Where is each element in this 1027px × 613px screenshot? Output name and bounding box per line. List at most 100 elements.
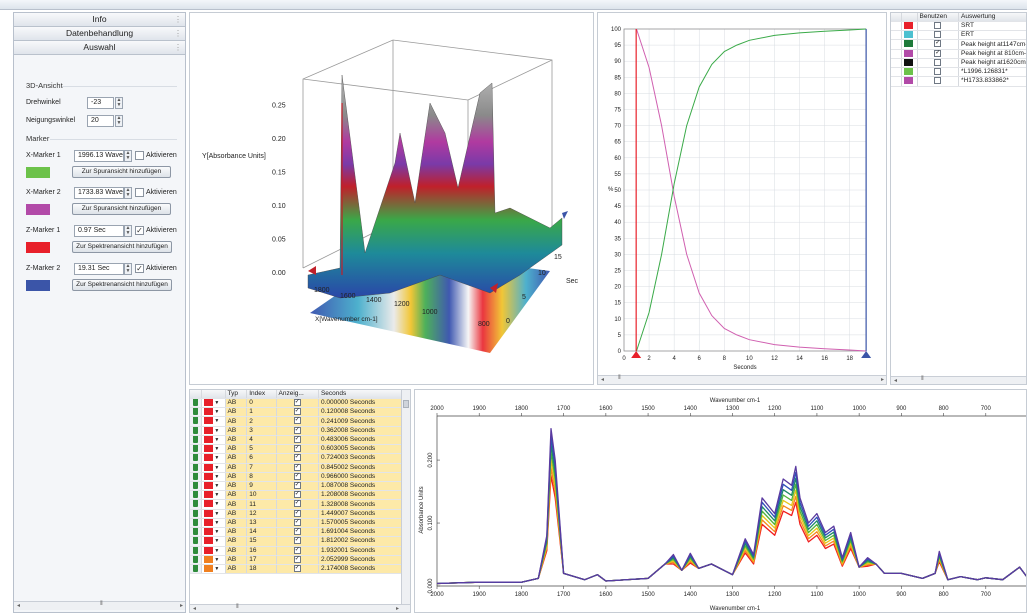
trash-icon[interactable] [192, 426, 198, 434]
accordion-info[interactable]: Info ⋮ [14, 13, 185, 27]
header-benutzen[interactable]: Benutzen [917, 13, 960, 22]
display-cell[interactable]: ✓ [276, 527, 319, 538]
table-row[interactable]: ▼ AB 2 ✓ 0.241009 Seconds [190, 416, 403, 427]
chevron-down-icon[interactable]: ▼ [214, 437, 220, 444]
color-cell[interactable] [901, 58, 918, 69]
delete-cell[interactable] [190, 490, 202, 501]
chevron-down-icon[interactable]: ▼ [214, 483, 220, 490]
color-cell[interactable]: ▼ [201, 509, 226, 519]
table-row[interactable]: ▼ AB 15 ✓ 1.812002 Seconds [190, 536, 403, 547]
table-row[interactable]: ▼ AB 5 ✓ 0.603005 Seconds [190, 444, 403, 455]
use-checkbox[interactable] [934, 77, 942, 85]
spectra-vscroll[interactable] [401, 390, 410, 605]
add-to-view-button[interactable]: Zur Spuransicht hinzufügen [72, 203, 171, 215]
chevron-down-icon[interactable]: ▼ [214, 464, 220, 471]
chevron-down-icon[interactable]: ▼ [214, 538, 220, 545]
marker-arrow-icon[interactable] [631, 351, 642, 358]
color-swatch[interactable] [203, 435, 213, 443]
color-swatch[interactable] [203, 564, 213, 572]
drehwinkel-spinner[interactable]: ▲ ▼ [115, 97, 123, 109]
trash-icon[interactable] [192, 491, 198, 499]
color-cell[interactable]: ▼ [201, 435, 226, 446]
color-cell[interactable]: ▼ [201, 407, 226, 418]
trash-icon[interactable] [192, 408, 198, 416]
use-cell[interactable] [917, 67, 960, 78]
color-cell[interactable] [901, 76, 918, 87]
trend-panel[interactable]: 0 5 10 15 20 25 30 35 40 45 50 55 60 65 70 75 80 85 90 95 10… [597, 12, 887, 385]
color-cell[interactable]: ▼ [201, 564, 226, 575]
delete-cell[interactable] [190, 546, 202, 556]
table-row[interactable]: ▼ AB 8 ✓ 0.966000 Seconds [190, 472, 403, 482]
color-swatch[interactable] [903, 31, 913, 39]
marker-color-swatch[interactable] [26, 204, 50, 215]
activate-checkbox[interactable] [135, 151, 144, 160]
display-checkbox[interactable]: ✓ [293, 500, 301, 508]
marker-spinner[interactable]: ▲ ▼ [124, 225, 132, 237]
display-cell[interactable]: ✓ [276, 463, 319, 473]
display-checkbox[interactable]: ✓ [293, 417, 301, 425]
display-checkbox[interactable]: ✓ [293, 491, 301, 499]
delete-cell[interactable] [190, 407, 202, 418]
spectra-hscroll[interactable]: ◂ ⦀ ▸ [190, 604, 410, 612]
display-cell[interactable]: ✓ [276, 453, 319, 464]
color-swatch[interactable] [203, 454, 213, 462]
header-anzeige[interactable]: Anzeig... [276, 390, 319, 399]
color-cell[interactable]: ▼ [201, 555, 226, 565]
trash-icon[interactable] [192, 546, 198, 554]
display-cell[interactable]: ✓ [276, 426, 319, 436]
use-checkbox[interactable] [934, 31, 942, 39]
trash-icon[interactable] [192, 435, 198, 443]
chevron-down-icon[interactable]: ▼ [214, 418, 220, 425]
color-swatch[interactable] [903, 77, 913, 85]
trash-icon[interactable] [192, 537, 198, 545]
delete-cell[interactable] [190, 416, 202, 427]
delete-cell[interactable] [190, 463, 202, 473]
chevron-down-icon[interactable]: ▼ [214, 446, 220, 453]
add-to-view-button[interactable]: Zur Spektrenansicht hinzufügen [72, 279, 172, 291]
table-row[interactable]: SRT [891, 21, 1026, 32]
trash-icon[interactable] [192, 481, 198, 489]
display-checkbox[interactable]: ✓ [293, 472, 301, 480]
color-swatch[interactable] [203, 426, 213, 434]
table-row[interactable]: Peak height at1620cm- [891, 58, 1026, 69]
color-cell[interactable] [901, 21, 918, 32]
color-cell[interactable]: ▼ [201, 398, 226, 409]
color-cell[interactable]: ▼ [201, 518, 226, 529]
delete-cell[interactable] [190, 453, 202, 464]
color-swatch[interactable] [203, 546, 213, 554]
use-checkbox[interactable] [934, 58, 942, 66]
trash-icon[interactable] [192, 509, 198, 517]
neigung-input[interactable]: 20 [87, 115, 114, 127]
display-checkbox[interactable]: ✓ [293, 555, 301, 563]
marker-value-input[interactable]: 1733.83 Waver [74, 187, 124, 199]
table-row[interactable]: *H1733.833862* [891, 76, 1026, 87]
delete-cell[interactable] [190, 527, 202, 538]
color-swatch[interactable] [903, 58, 913, 66]
table-row[interactable]: ▼ AB 12 ✓ 1.449007 Seconds [190, 509, 403, 519]
marker-color-swatch[interactable] [26, 280, 50, 291]
color-swatch[interactable] [203, 399, 213, 406]
trash-icon[interactable] [192, 417, 198, 425]
delete-cell[interactable] [190, 555, 202, 565]
color-swatch[interactable] [203, 417, 213, 425]
table-row[interactable]: ▼ AB 11 ✓ 1.328008 Seconds [190, 499, 403, 510]
color-swatch[interactable] [203, 481, 213, 489]
display-cell[interactable]: ✓ [276, 416, 319, 427]
display-checkbox[interactable]: ✓ [293, 454, 301, 462]
activate-checkbox[interactable]: ✓ [135, 226, 144, 235]
color-swatch[interactable] [903, 22, 913, 29]
color-swatch[interactable] [203, 408, 213, 416]
color-cell[interactable]: ▼ [201, 444, 226, 455]
delete-cell[interactable] [190, 472, 202, 482]
delete-cell[interactable] [190, 481, 202, 492]
delete-cell[interactable] [190, 499, 202, 510]
evaluation-hscroll[interactable]: ◂ ⦀ [891, 376, 1026, 384]
accordion-auswahl[interactable]: Auswahl ⋮ [14, 41, 185, 55]
table-row[interactable]: ▼ AB 1 ✓ 0.120008 Seconds [190, 407, 403, 418]
header-seconds[interactable]: Seconds [318, 390, 403, 399]
display-cell[interactable]: ✓ [276, 518, 319, 529]
display-checkbox[interactable]: ✓ [293, 445, 301, 453]
color-swatch[interactable] [203, 518, 213, 526]
table-row[interactable]: ▼ AB 4 ✓ 0.483006 Seconds [190, 435, 403, 446]
display-cell[interactable]: ✓ [276, 509, 319, 519]
